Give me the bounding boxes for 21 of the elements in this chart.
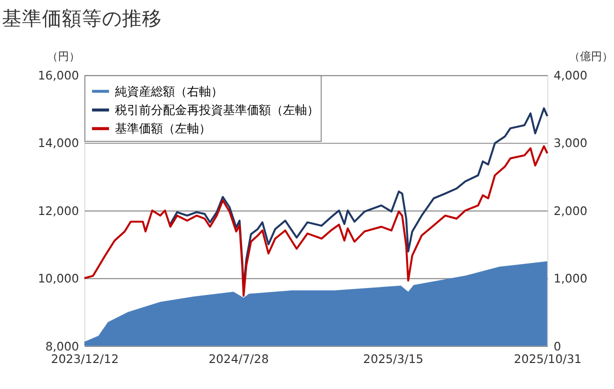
line-series	[83, 145, 548, 297]
legend-label: 純資産総額（右軸）	[114, 84, 223, 98]
chart-title: 基準価額等の推移	[2, 7, 162, 30]
y-tick-label: 10,000	[38, 272, 79, 286]
x-tick-label: 2025/3/15	[363, 352, 424, 366]
x-tick-label: 2023/12/12	[50, 352, 119, 366]
y-tick-label: 14,000	[38, 136, 79, 150]
y2-tick-label: 2,000	[554, 204, 588, 218]
legend-label: 税引前分配金再投資基準価額（左軸）	[114, 102, 319, 117]
y2-axis-title: （億円）	[568, 50, 613, 63]
y-tick-label: 8,000	[45, 339, 79, 354]
y-tick-label: 12,000	[38, 204, 79, 218]
y2-tick-label: 3,000	[554, 136, 588, 150]
y2-tick-label: 4,000	[554, 68, 588, 83]
y2-tick-label: 0	[554, 339, 562, 354]
y2-tick-label: 1,000	[554, 272, 588, 286]
x-tick-label: 2025/10/31	[514, 352, 582, 366]
y-axis-title: （円）	[46, 50, 80, 63]
legend-label: 基準価額（左軸）	[114, 122, 211, 136]
y-tick-label: 16,000	[38, 68, 79, 83]
x-tick-label: 2024/7/28	[208, 352, 269, 366]
